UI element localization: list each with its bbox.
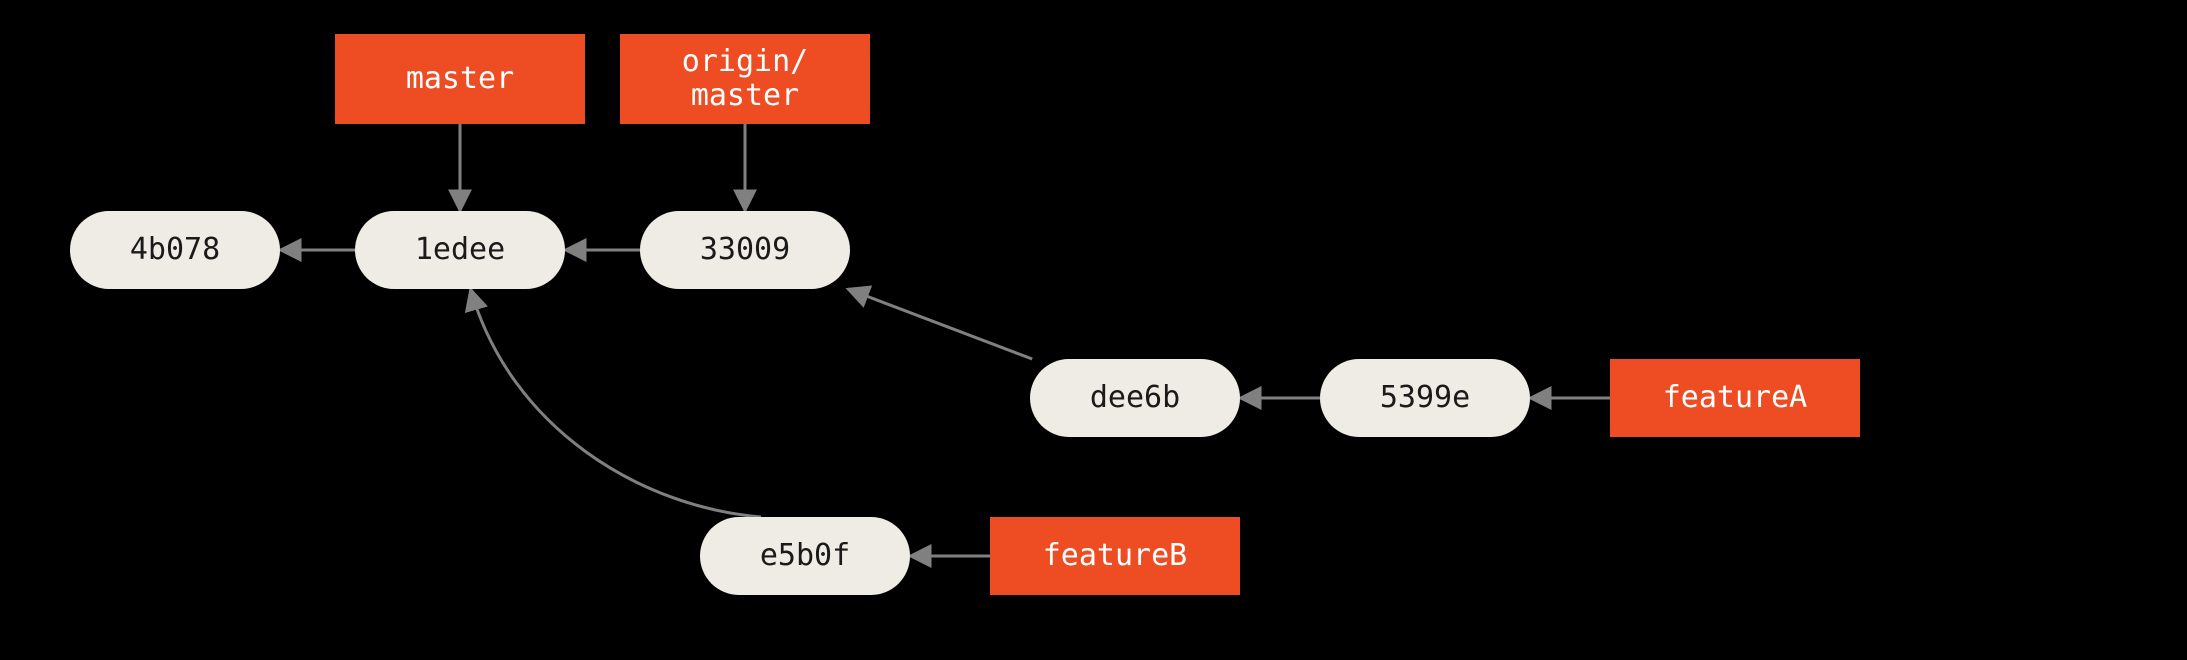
edge-c_dee6b-to-c_33009 bbox=[848, 289, 1032, 359]
branch-label-originmaster: origin/ master bbox=[620, 34, 870, 124]
commit-node-1edee: 1edee bbox=[355, 211, 565, 289]
commit-node-e5b0f: e5b0f bbox=[700, 517, 910, 595]
git-graph-canvas: 4b078 1edee 33009 dee6b 5399e e5b0f master orig… bbox=[0, 0, 2187, 660]
edge-c_e5b0f-to-c_1edee bbox=[471, 289, 762, 517]
branch-label-featureB: featureB bbox=[990, 517, 1240, 595]
branch-label-master: master bbox=[335, 34, 585, 124]
commit-node-4b078: 4b078 bbox=[70, 211, 280, 289]
commit-node-dee6b: dee6b bbox=[1030, 359, 1240, 437]
branch-label-featureA: featureA bbox=[1610, 359, 1860, 437]
commit-node-5399e: 5399e bbox=[1320, 359, 1530, 437]
commit-node-33009: 33009 bbox=[640, 211, 850, 289]
